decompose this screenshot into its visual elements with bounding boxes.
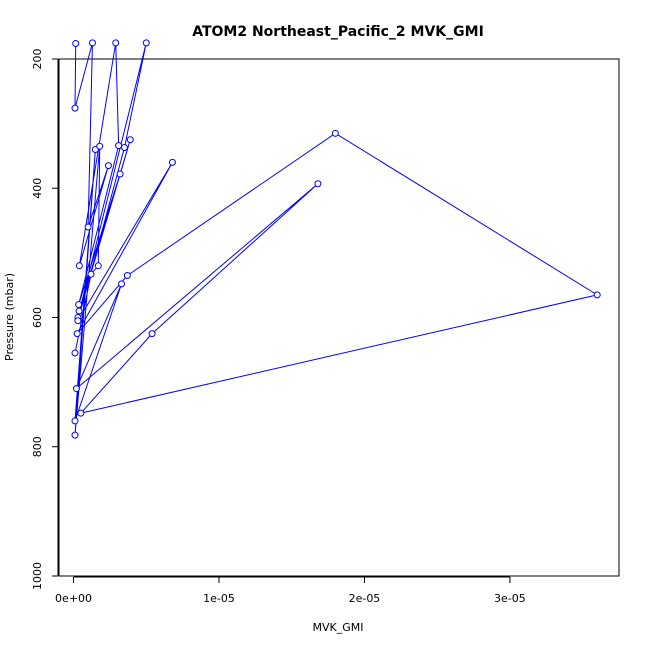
data-point — [72, 39, 80, 47]
data-point — [148, 330, 156, 338]
data-point — [75, 262, 83, 270]
x-tick-label: 0e+00 — [55, 592, 92, 605]
data-point — [84, 223, 92, 231]
data-point — [75, 301, 83, 309]
x-tick-label: 2e-05 — [349, 592, 381, 605]
y-tick-label: 800 — [31, 436, 44, 457]
data-point — [74, 317, 82, 325]
data-point — [142, 39, 150, 47]
data-point — [593, 291, 601, 299]
data-point — [123, 271, 131, 279]
x-axis-label: MVK_GMI — [313, 621, 364, 634]
y-tick-label: 1000 — [31, 562, 44, 590]
data-point — [77, 409, 85, 417]
data-point — [112, 39, 120, 47]
data-point — [104, 162, 112, 170]
data-point — [87, 270, 95, 278]
data-point — [71, 104, 79, 112]
data-point — [88, 39, 96, 47]
y-axis-label: Pressure (mbar) — [3, 273, 16, 361]
y-tick-label: 400 — [31, 178, 44, 199]
data-point — [71, 417, 79, 425]
y-axis: 200 400 600 800 1000 — [31, 49, 59, 590]
data-point — [71, 431, 79, 439]
data-point — [331, 129, 339, 137]
data-point — [73, 330, 81, 338]
data-point — [96, 142, 104, 150]
data-point — [118, 280, 126, 288]
data-point — [71, 349, 79, 357]
data-point — [126, 136, 134, 144]
data-point — [120, 144, 128, 152]
data-point — [94, 262, 102, 270]
series-layer — [71, 39, 601, 439]
x-tick-label: 3e-05 — [494, 592, 526, 605]
data-point — [168, 158, 176, 166]
series-line — [74, 42, 599, 436]
data-point — [116, 170, 124, 178]
y-tick-label: 600 — [31, 307, 44, 328]
data-point — [314, 180, 322, 188]
data-point — [75, 307, 83, 315]
x-axis: 0e+00 1e-05 2e-05 3e-05 — [55, 576, 526, 605]
data-point — [72, 385, 80, 393]
y-tick-label: 200 — [31, 49, 44, 70]
x-tick-label: 1e-05 — [203, 592, 235, 605]
chart-title: ATOM2 Northeast_Pacific_2 MVK_GMI — [192, 24, 484, 40]
data-point — [115, 142, 123, 150]
plot-frame — [58, 58, 620, 577]
